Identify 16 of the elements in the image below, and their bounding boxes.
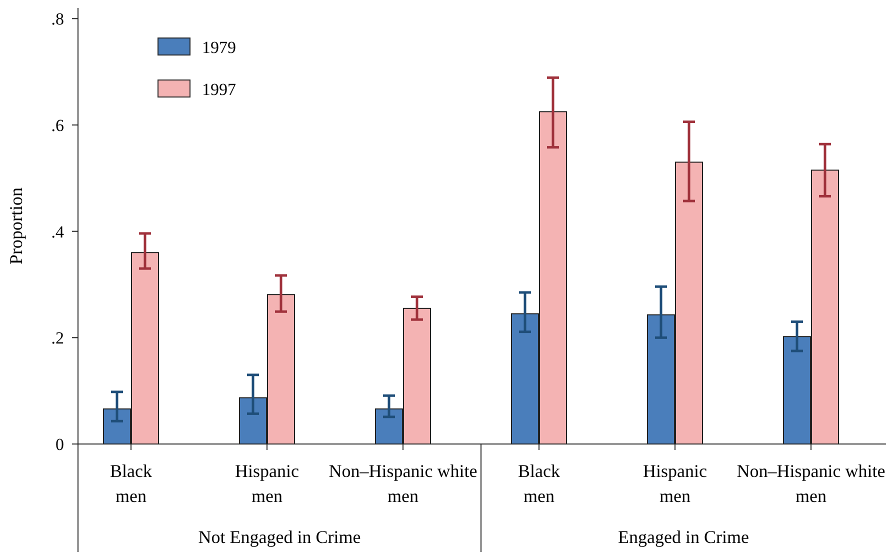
legend-label: 1979 bbox=[202, 38, 236, 57]
y-tick-label: .4 bbox=[51, 222, 64, 242]
x-tick-label: Non–Hispanic white men bbox=[328, 461, 478, 506]
y-axis-title: Proportion bbox=[6, 187, 26, 265]
x-tick-label: Black men bbox=[518, 461, 560, 506]
x-tick-label: Hispanic men bbox=[235, 461, 300, 506]
text: Not Engaged in Crime bbox=[198, 527, 361, 547]
y-tick-label: .2 bbox=[51, 328, 64, 348]
x-tick-label: Non–Hispanic white men bbox=[736, 461, 886, 506]
y-tick-label: 0 bbox=[56, 434, 64, 454]
y-tick-label: .6 bbox=[51, 116, 64, 135]
text: Engaged in Crime bbox=[618, 527, 749, 547]
x-tick-label: Black men bbox=[110, 461, 152, 506]
legend-label: 1997 bbox=[202, 80, 236, 99]
y-tick-label: .8 bbox=[51, 10, 64, 29]
x-tick-label: Hispanic men bbox=[643, 461, 708, 506]
